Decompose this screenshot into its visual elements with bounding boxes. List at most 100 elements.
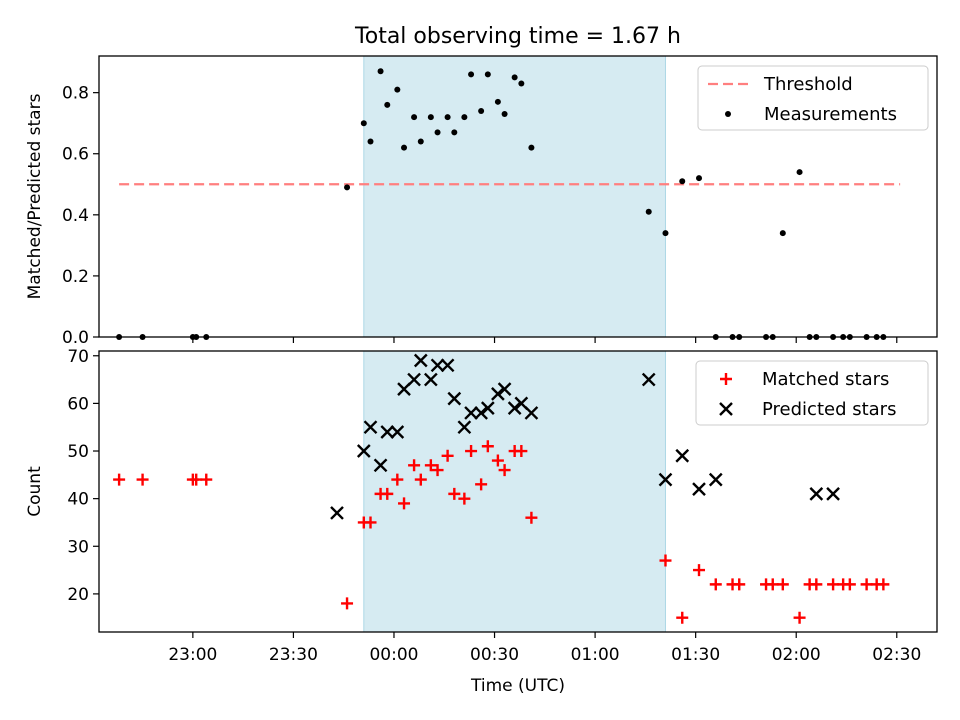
predicted-stars-point xyxy=(658,472,673,487)
matched-stars-point xyxy=(860,578,873,591)
bottom-axis-ticks: 20 30 40 50 60 70 23:00 23:30 00:00 00:30 01:00 01:… xyxy=(67,347,921,665)
x-tick-label: 01:30 xyxy=(671,645,720,665)
predicted-stars-point xyxy=(457,420,472,435)
x-tick-label: 00:00 xyxy=(369,645,418,665)
matched-stars-point xyxy=(190,473,203,486)
x-tick-label: 01:00 xyxy=(571,645,620,665)
predicted-stars-point xyxy=(708,472,723,487)
top-panel: 0.00.20.40.60.8 Matched/Predicted stars … xyxy=(25,55,938,348)
legend-label: Predicted stars xyxy=(762,399,896,420)
measurements-point xyxy=(411,114,418,121)
y-tick-label: 0.8 xyxy=(62,84,89,104)
predicted-stars-point xyxy=(480,401,495,416)
matched-stars-point xyxy=(793,611,806,624)
matched-stars-point xyxy=(424,459,437,472)
y-tick-label: 0.0 xyxy=(62,328,89,348)
top-legend: Threshold Measurements xyxy=(697,65,929,131)
legend-handle xyxy=(720,373,732,385)
predicted-stars-point xyxy=(423,372,438,387)
bottom-axes-frame xyxy=(98,350,938,633)
x-tick-label: 02:00 xyxy=(772,645,821,665)
measurements-point xyxy=(451,129,458,136)
matched-stars-point xyxy=(676,611,689,624)
predicted-stars-point xyxy=(440,358,455,373)
matched-stars-point xyxy=(113,473,126,486)
bottom-y-axis-label: Count xyxy=(25,466,45,517)
predicted-stars-point xyxy=(497,382,512,396)
shaded-region xyxy=(363,55,666,338)
measurements-point xyxy=(394,86,401,93)
measurements-point xyxy=(427,114,434,121)
measurements-point xyxy=(518,80,525,87)
matched-stars-point xyxy=(877,578,890,591)
predicted-stars-point xyxy=(675,448,690,463)
matched-stars-point xyxy=(136,473,149,486)
matched-stars-point xyxy=(659,554,672,567)
measurements-point xyxy=(360,120,367,127)
measurements-point xyxy=(461,114,468,121)
predicted-stars-point xyxy=(826,487,840,501)
measurements-point xyxy=(484,71,491,78)
measurements-point xyxy=(645,208,652,215)
axes-frame xyxy=(98,350,938,633)
top-shaded-region xyxy=(363,55,666,338)
matched-stars-point xyxy=(776,578,789,591)
bottom-plot-marks xyxy=(113,353,890,624)
measurements-point xyxy=(384,101,391,108)
predicted-stars-point xyxy=(641,372,656,387)
x-tick-label: 02:30 xyxy=(872,645,921,665)
y-tick-label: 50 xyxy=(67,442,89,462)
predicted-stars-point xyxy=(380,425,395,439)
matched-stars-point xyxy=(408,459,421,472)
matched-stars-point xyxy=(733,578,746,591)
predicted-stars-point xyxy=(407,372,421,387)
predicted-stars-point xyxy=(363,420,378,435)
y-tick-label: 30 xyxy=(67,537,89,557)
measurements-point xyxy=(696,175,703,182)
predicted-stars-point xyxy=(474,406,488,420)
measurements-point xyxy=(494,98,501,105)
measurements-point xyxy=(511,74,518,81)
measurements-point xyxy=(501,111,508,118)
measurements-point xyxy=(796,169,803,176)
matched-stars-point xyxy=(341,597,354,610)
x-tick-label: 23:00 xyxy=(168,645,217,665)
y-tick-label: 0.2 xyxy=(62,267,89,287)
measurements-point xyxy=(377,68,384,75)
predicted-stars-point xyxy=(692,482,706,496)
matched-stars-point xyxy=(381,487,394,500)
x-tick-label: 23:30 xyxy=(269,645,318,665)
matched-stars-point xyxy=(491,454,504,467)
measurements-point xyxy=(528,144,535,151)
measurements-point xyxy=(468,71,475,78)
measurements-point xyxy=(662,230,669,237)
measurements-point xyxy=(344,184,351,191)
matched-stars-point xyxy=(391,473,404,486)
top-plot-marks xyxy=(116,68,901,340)
measurements-point xyxy=(434,129,441,136)
matched-stars-point xyxy=(766,578,779,591)
matched-stars-point xyxy=(810,578,823,591)
measurements-point xyxy=(417,138,424,145)
matched-stars-point xyxy=(475,478,488,491)
top-axis-ticks: 0.0 0.2 0.4 0.6 0.8 xyxy=(62,84,898,348)
measurements-point xyxy=(401,144,408,151)
matched-stars-point xyxy=(431,464,444,477)
matched-stars-point xyxy=(827,578,840,591)
predicted-stars-point xyxy=(447,391,462,406)
legend-box xyxy=(697,65,929,131)
legend-label: Measurements xyxy=(764,104,897,125)
legend-box xyxy=(695,360,929,426)
axes-frame xyxy=(98,55,938,338)
measurements-point xyxy=(679,178,686,185)
legend-handle xyxy=(725,111,731,117)
predicted-stars-point xyxy=(413,353,428,368)
matched-stars-point xyxy=(693,564,706,577)
bottom-panel: 20 30 40 50 60 70 23:00 23:30 00:00 00:30 01:00 01:… xyxy=(25,347,938,696)
matched-stars-point xyxy=(709,578,722,591)
matched-stars-point xyxy=(843,578,856,591)
matched-stars-point xyxy=(364,516,377,529)
y-tick-label: 60 xyxy=(67,394,89,414)
measurements-point xyxy=(444,114,451,121)
